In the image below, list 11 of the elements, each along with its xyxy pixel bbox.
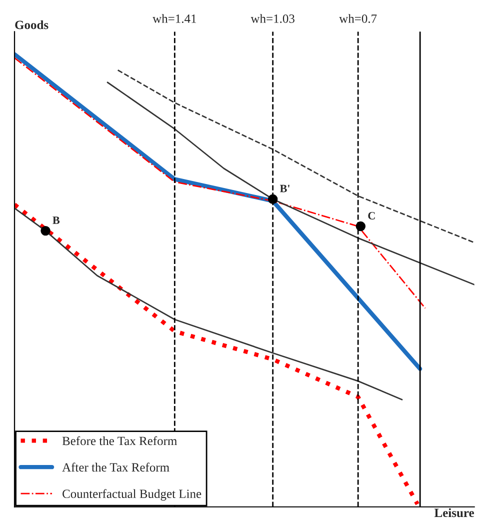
annotation: B': [280, 184, 290, 192]
x-axis-title: Leisure: [434, 508, 474, 518]
legend-label: Before the Tax Reform: [62, 436, 178, 446]
y-axis-title: Goods: [15, 20, 48, 30]
legend-label: Counterfactual Budget Line: [62, 489, 202, 501]
x-tick-label: wh=0.7: [339, 14, 377, 23]
legend-label: After the Tax Reform: [62, 462, 170, 472]
annotation: C: [368, 212, 375, 220]
x-tick-label: wh=1.41: [152, 14, 196, 23]
annotation: B: [52, 216, 60, 224]
x-tick-label: wh=1.03: [250, 14, 294, 23]
